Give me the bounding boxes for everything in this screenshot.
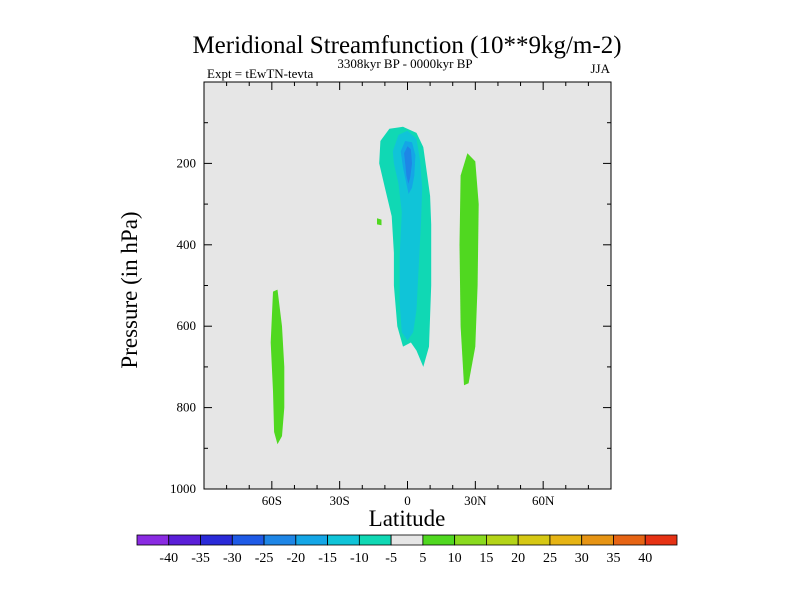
contour-region-blue-innermost-core — [404, 146, 412, 184]
season-label: JJA — [590, 61, 610, 76]
colorbar-label: -25 — [255, 551, 274, 566]
colorbar-box — [231, 534, 265, 546]
colorbar-box — [644, 534, 678, 546]
contour-region-blue-lower-core — [403, 244, 412, 327]
y-axis-title: Pressure (in hPa) — [117, 211, 142, 368]
colorbar-label: -40 — [159, 551, 178, 566]
colorbar-label: 25 — [543, 551, 557, 566]
x-tick-label: 0 — [404, 493, 411, 508]
colorbar-box — [517, 534, 551, 546]
contour-region-cyan-column-30s-lower — [336, 316, 349, 457]
colorbar-label: 40 — [638, 551, 652, 566]
y-tick-label: 800 — [177, 400, 197, 415]
contour-region-cyan-patch-30s-upper — [348, 147, 364, 198]
contour-region-green-blob-60s — [270, 289, 285, 445]
y-tick-label: 200 — [177, 155, 197, 170]
colorbar-box — [168, 534, 201, 546]
colorbar-box — [454, 534, 487, 546]
colorbar-box — [327, 534, 360, 546]
colorbar-box — [136, 534, 170, 546]
chart-title: Meridional Streamfunction (10**9kg/m-2) — [192, 32, 621, 59]
colorbar-label: 35 — [606, 551, 620, 566]
x-tick-label: 60N — [532, 493, 555, 508]
colorbar-label: -10 — [350, 551, 369, 566]
colorbar-box — [581, 534, 614, 546]
colorbar-box — [422, 534, 456, 546]
colorbar-box — [295, 534, 328, 546]
contour-region-green-blob-25n — [459, 153, 479, 386]
y-tick-label: 600 — [177, 318, 197, 333]
colorbar-label: 5 — [419, 551, 426, 566]
colorbar-label: 30 — [575, 551, 589, 566]
colorbar-label: 15 — [479, 551, 493, 566]
colorbar-box — [549, 534, 583, 546]
colorbar-label: 20 — [511, 551, 525, 566]
experiment-label: Expt = tEwTN-tevta — [207, 66, 313, 81]
colorbar-label: -30 — [223, 551, 242, 566]
y-tick-label: 400 — [177, 237, 197, 252]
x-tick-label: 30S — [330, 493, 350, 508]
plot-area: 60S 30S 0 30N 60N 200 400 600 800 1000 — [170, 81, 612, 508]
colorbar-label: -5 — [385, 551, 397, 566]
contour-region-cyan-column-15n — [439, 212, 449, 453]
contour-region-green-dot-10s — [377, 218, 382, 226]
colorbar-box — [200, 534, 233, 546]
colorbar-box — [358, 534, 392, 546]
colorbar-box — [486, 534, 519, 546]
colorbar-box — [390, 534, 424, 546]
y-tick-label: 1000 — [170, 481, 196, 496]
contour-region-cyan-strip-top-eq — [406, 82, 409, 127]
colorbar-box — [613, 534, 646, 546]
colorbar-label: -20 — [286, 551, 305, 566]
x-axis-title: Latitude — [369, 506, 446, 531]
colorbar-label: 10 — [448, 551, 462, 566]
x-tick-label: 60S — [262, 493, 282, 508]
colorbar-box — [263, 534, 297, 546]
colorbar-label: -15 — [318, 551, 337, 566]
x-tick-label: 30N — [464, 493, 487, 508]
colorbar: -40 -35 -30 -25 -20 -15 -10 -5 5 10 15 20 25 30 35 40 — [136, 534, 678, 566]
colorbar-label: -35 — [191, 551, 210, 566]
contour-region-cyan-band-70s — [233, 82, 241, 363]
time-range-label: 3308kyr BP - 0000kyr BP — [337, 56, 472, 71]
contour-region-blue-mid-core — [392, 130, 423, 341]
